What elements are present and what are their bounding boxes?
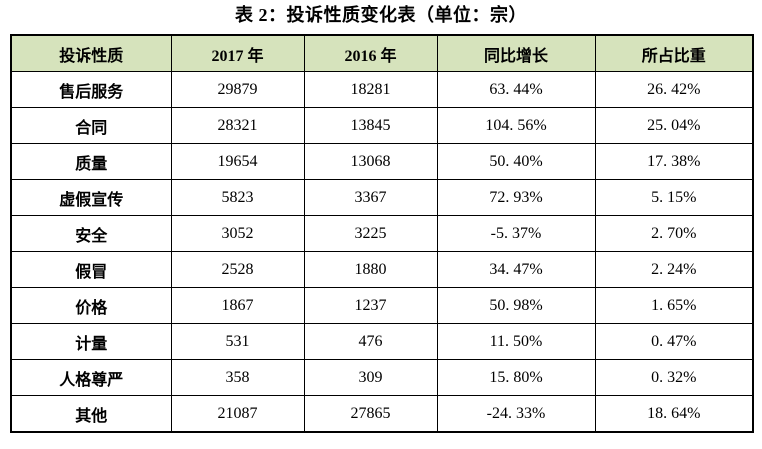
table-row: 计量 531 476 11. 50% 0. 47% [10,323,754,360]
cell-2017: 5823 [170,179,305,216]
cell-share: 0. 47% [594,323,754,360]
cell-2017: 531 [170,323,305,360]
table-row: 人格尊严 358 309 15. 80% 0. 32% [10,359,754,396]
cell-share: 25. 04% [594,107,754,144]
table-row: 合同 28321 13845 104. 56% 25. 04% [10,107,754,144]
cell-2017: 29879 [170,71,305,108]
cell-2016: 1237 [303,287,438,324]
table-row: 假冒 2528 1880 34. 47% 2. 24% [10,251,754,288]
cell-2017: 3052 [170,215,305,252]
row-label: 计量 [10,323,172,360]
cell-yoy: -5. 37% [436,215,596,252]
cell-2017: 21087 [170,395,305,433]
cell-yoy: 104. 56% [436,107,596,144]
row-label: 安全 [10,215,172,252]
cell-2017: 28321 [170,107,305,144]
row-label: 质量 [10,143,172,180]
table-row: 虚假宣传 5823 3367 72. 93% 5. 15% [10,179,754,216]
row-label: 虚假宣传 [10,179,172,216]
column-header-yoy-growth: 同比增长 [436,34,596,72]
cell-2017: 19654 [170,143,305,180]
table-title: 表 2：投诉性质变化表（单位：宗） [235,5,527,25]
cell-2016: 18281 [303,71,438,108]
header-row: 投诉性质 2017 年 2016 年 同比增长 所占比重 [10,34,754,72]
cell-share: 18. 64% [594,395,754,433]
table-row: 质量 19654 13068 50. 40% 17. 38% [10,143,754,180]
cell-share: 26. 42% [594,71,754,108]
cell-2016: 3225 [303,215,438,252]
row-label: 价格 [10,287,172,324]
cell-2016: 27865 [303,395,438,433]
column-header-share: 所占比重 [594,34,754,72]
complaint-nature-table: 投诉性质 2017 年 2016 年 同比增长 所占比重 售后服务 29879 … [10,34,754,433]
cell-share: 5. 15% [594,179,754,216]
cell-yoy: 50. 98% [436,287,596,324]
cell-2017: 358 [170,359,305,396]
column-header-2017: 2017 年 [170,34,305,72]
table-row: 价格 1867 1237 50. 98% 1. 65% [10,287,754,324]
cell-yoy: 34. 47% [436,251,596,288]
cell-yoy: 72. 93% [436,179,596,216]
column-header-2016: 2016 年 [303,34,438,72]
cell-2016: 476 [303,323,438,360]
cell-share: 2. 24% [594,251,754,288]
table-row: 其他 21087 27865 -24. 33% 18. 64% [10,395,754,433]
cell-2016: 13068 [303,143,438,180]
cell-2016: 13845 [303,107,438,144]
cell-2017: 2528 [170,251,305,288]
cell-share: 2. 70% [594,215,754,252]
cell-share: 0. 32% [594,359,754,396]
cell-2017: 1867 [170,287,305,324]
document-page: 表 2：投诉性质变化表（单位：宗） 投诉性质 2017 年 2016 年 同比增… [10,5,754,433]
cell-share: 17. 38% [594,143,754,180]
row-label: 售后服务 [10,71,172,108]
cell-yoy: 50. 40% [436,143,596,180]
cell-yoy: 11. 50% [436,323,596,360]
cell-yoy: -24. 33% [436,395,596,433]
cell-yoy: 15. 80% [436,359,596,396]
cell-2016: 309 [303,359,438,396]
cell-yoy: 63. 44% [436,71,596,108]
column-header-complaint-nature: 投诉性质 [10,34,172,72]
cell-2016: 1880 [303,251,438,288]
table-row: 售后服务 29879 18281 63. 44% 26. 42% [10,71,754,108]
cell-2016: 3367 [303,179,438,216]
row-label: 其他 [10,395,172,433]
row-label: 人格尊严 [10,359,172,396]
row-label: 假冒 [10,251,172,288]
table-row: 安全 3052 3225 -5. 37% 2. 70% [10,215,754,252]
cell-share: 1. 65% [594,287,754,324]
row-label: 合同 [10,107,172,144]
